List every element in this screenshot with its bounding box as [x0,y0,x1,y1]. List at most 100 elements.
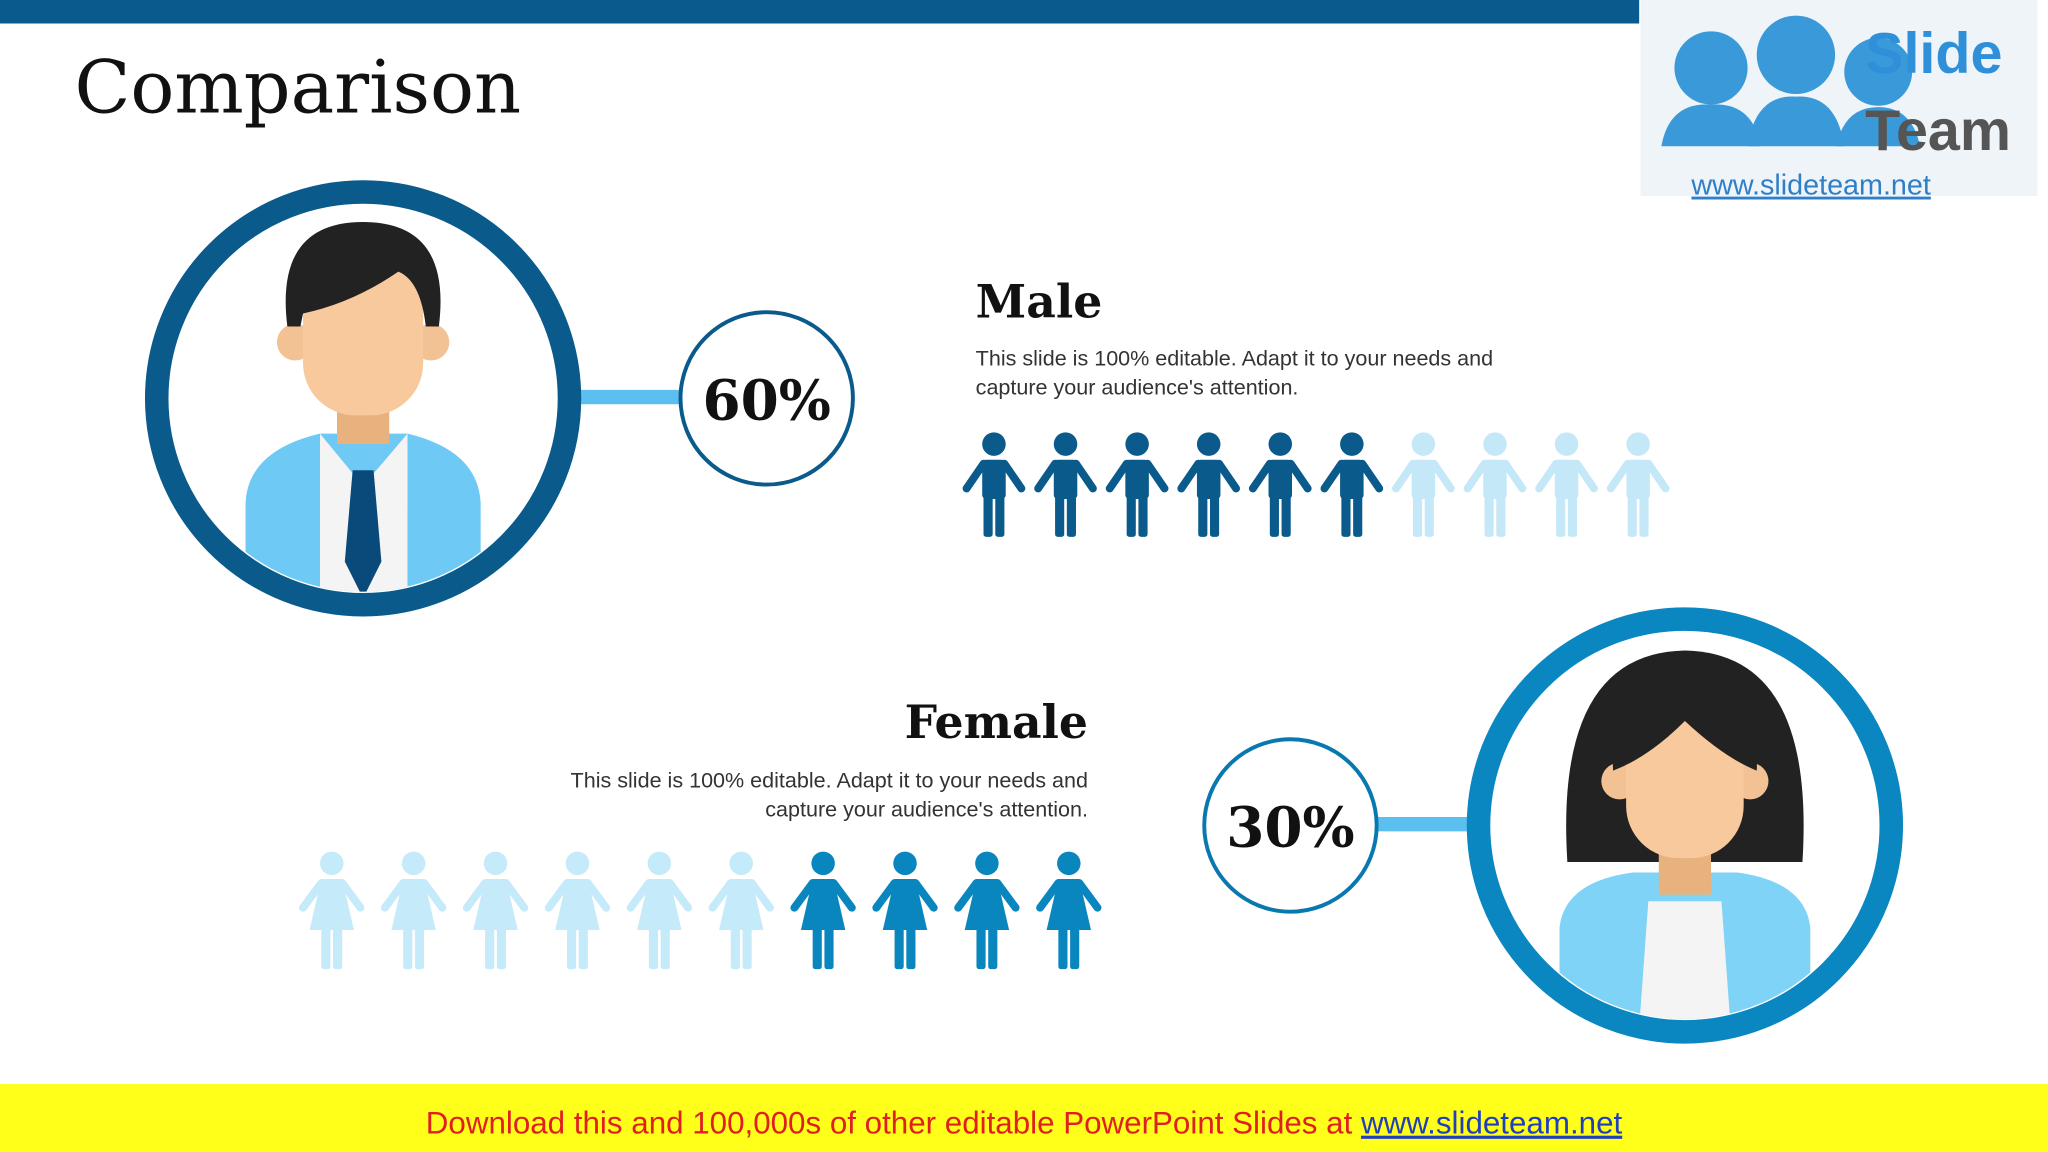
woman-icon [872,851,938,970]
icon-head [982,432,1006,456]
footer-link[interactable]: www.slideteam.net [1360,1106,1622,1141]
tie [344,470,382,592]
icon-leg [1353,493,1363,537]
icon-torso [1554,459,1579,499]
logo-body [1661,104,1761,147]
icon-head [1554,432,1579,456]
icon-leg [1639,493,1649,537]
icon-leg [1126,493,1136,537]
icon-head [1057,851,1081,876]
woman-icon [954,851,1020,970]
icon-torso [1626,459,1650,499]
icon-arms [962,459,1026,493]
icon-head [1196,432,1221,456]
icon-torso [1340,459,1364,499]
icon-leg [648,927,659,970]
percent: 60% [702,367,830,432]
logo-head [1756,15,1836,95]
icon-leg [333,927,343,970]
icon-leg [403,927,413,970]
icon-arms [1463,459,1527,493]
icon-leg [660,927,670,970]
icon-head [1483,432,1507,456]
description: This slide is 100% editable. Adapt it to… [571,768,1088,793]
icon-dress [719,879,764,930]
icon-torso [1053,459,1078,499]
icon-arms [1105,459,1169,493]
icon-dress [637,879,682,930]
icon-leg [1567,493,1578,537]
icon-leg [1627,493,1637,537]
man-icon [1177,432,1241,537]
icon-arms [1392,459,1455,493]
logo-body [1747,96,1845,147]
man-icon [1034,432,1097,537]
logo-word: Slide [1865,22,2002,86]
description: capture your audience's attention. [765,796,1088,821]
face [1626,711,1744,859]
slide-title: Comparison [74,45,521,130]
icon-dress [309,879,354,930]
footer-text: Download this and 100,000s of other edit… [426,1106,1353,1141]
icon-leg [1269,493,1279,537]
icon-head [811,851,835,876]
icon-head [320,851,344,876]
icon-leg [1281,493,1291,537]
icon-leg [824,927,834,970]
icon-dress [391,879,436,930]
icon-leg [578,927,588,970]
logo-url[interactable]: www.slideteam.net [1690,170,1930,202]
icon-arms [872,879,938,912]
icon-torso [1483,459,1507,499]
icon-torso [1268,459,1293,499]
icon-leg [1556,493,1566,537]
woman-icon [626,851,692,970]
logo: Slide Team www.slideteam.net [1640,0,2038,202]
icon-leg [1070,927,1080,970]
icon-leg [1138,493,1148,537]
icon-leg [414,927,425,970]
footer-bar [0,1084,2048,1152]
man-icon [962,432,1026,537]
man-icon [1463,432,1527,537]
icon-leg [976,927,986,970]
icon-leg [485,927,495,970]
footer: Download this and 100,000s of other edit… [426,1106,1623,1141]
man-icon [1535,432,1598,537]
icon-head [565,851,590,876]
icon-torso [1125,459,1149,499]
icon-leg [906,927,916,970]
icon-torso [982,459,1006,499]
icon-head [1053,432,1078,456]
icon-dress [882,879,928,930]
icon-head [401,851,426,876]
icon-leg [1412,493,1423,537]
icon-leg [1066,493,1076,537]
woman-icon [790,851,856,970]
icon-leg [1496,493,1506,537]
icon-leg [1341,493,1351,537]
woman-icon [1036,851,1102,970]
icon-leg [894,927,904,970]
woman-icon [708,851,774,970]
icon-leg [1209,493,1220,537]
icon-arms [708,879,774,912]
icon-leg [742,927,752,970]
icon-leg [1055,493,1065,537]
man-icon [1606,432,1670,537]
icon-leg [983,493,993,537]
icon-head [1411,432,1436,456]
icon-head [647,851,672,876]
woman-icon [299,851,365,970]
shirt [1637,901,1732,1019]
icon-arms [1606,459,1670,493]
icon-leg [321,927,331,970]
hair [285,222,441,327]
logo-head [1844,37,1913,106]
percent-ring [678,310,855,487]
woman-icon [380,851,447,970]
icon-torso [1196,459,1221,499]
man-icon [1105,432,1169,537]
percent-ring [1202,737,1379,914]
